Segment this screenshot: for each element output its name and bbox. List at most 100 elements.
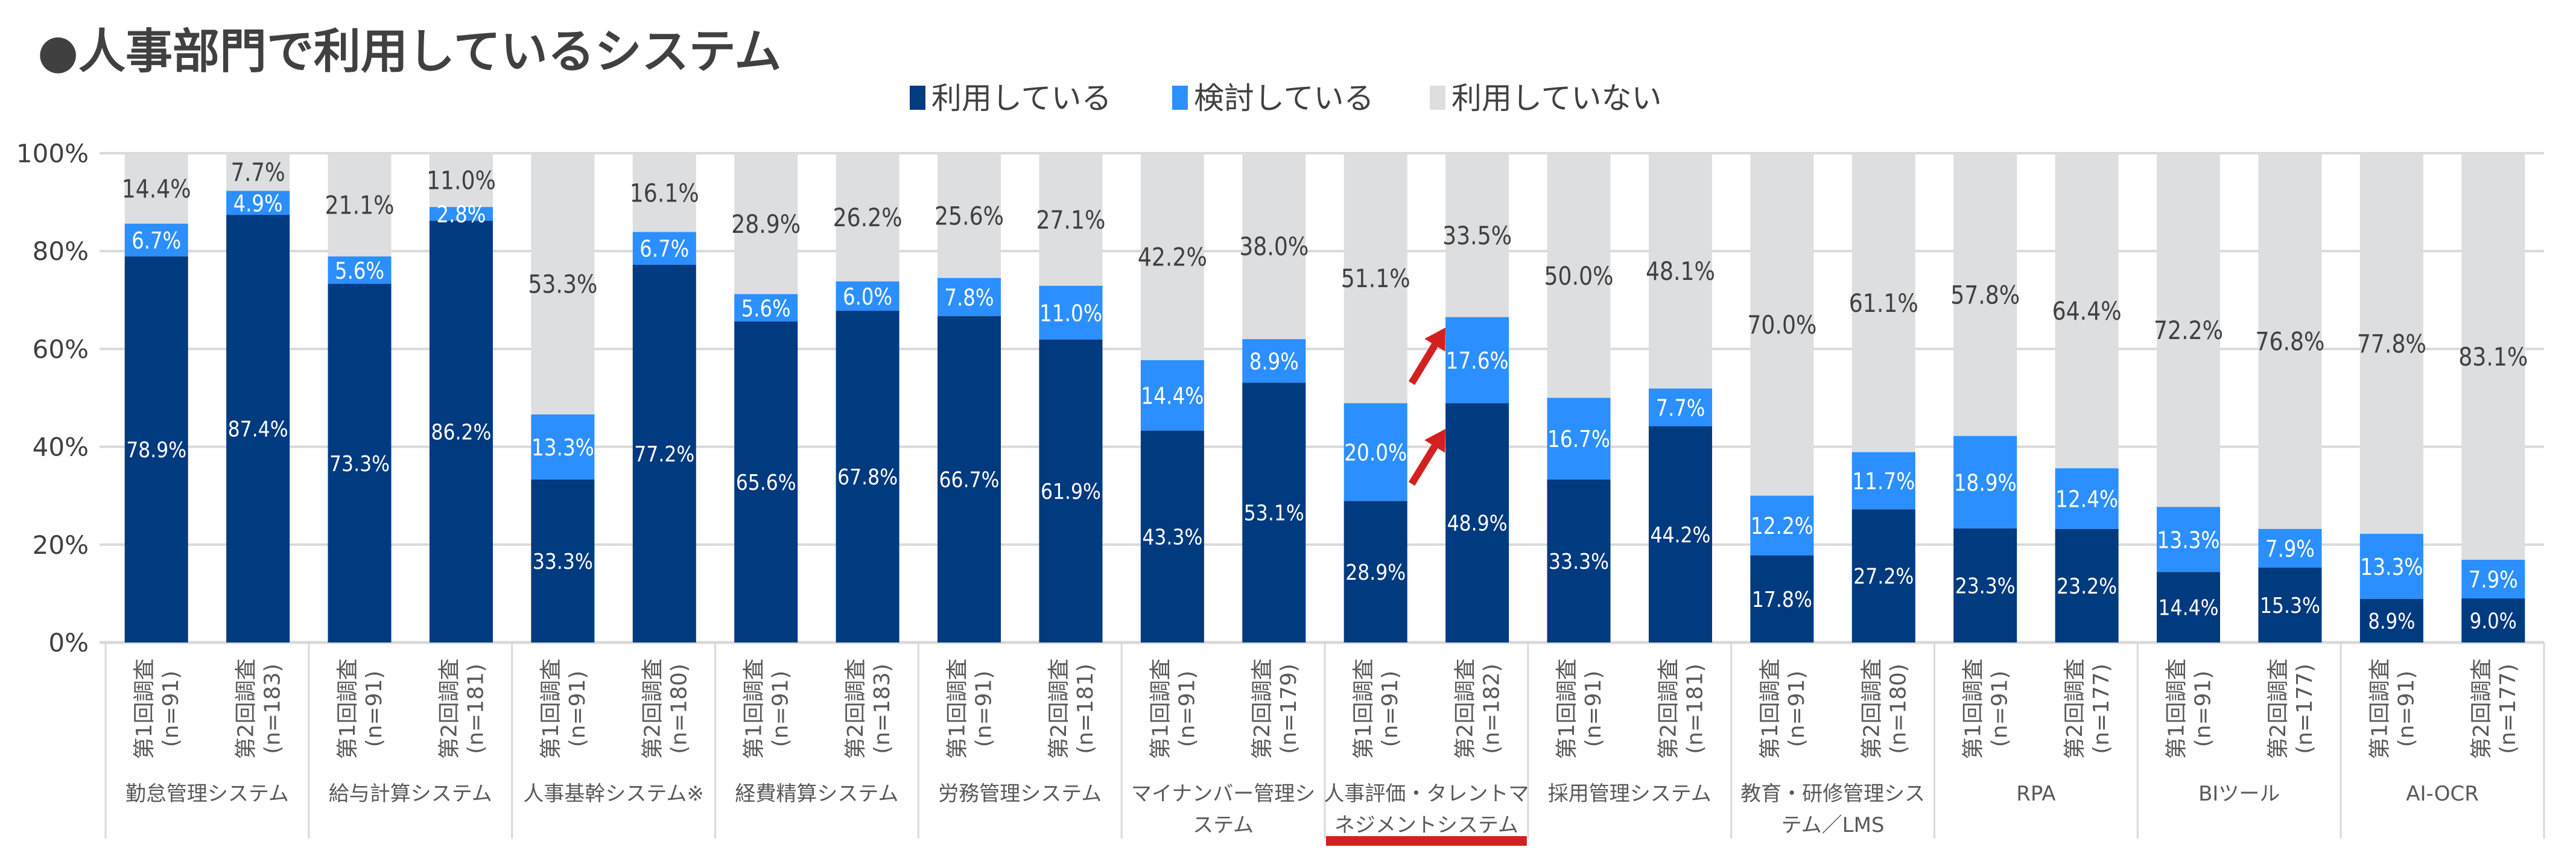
x-survey-label: 第2回調査	[1453, 659, 1478, 760]
bar-considering	[2157, 507, 2221, 572]
data-label-not-using: 64.4%	[2052, 296, 2122, 326]
x-sample-size-label: (n=91)	[1581, 671, 1606, 747]
x-survey-label: 第1回調査	[1555, 659, 1579, 760]
x-survey-label: 第1回調査	[2367, 659, 2392, 760]
x-survey-label: 第1回調査	[539, 659, 563, 760]
annotations	[1326, 328, 1527, 846]
data-label-not-using: 76.8%	[2255, 326, 2324, 356]
bar-using	[734, 321, 798, 642]
bar-considering	[632, 232, 696, 265]
data-label-not-using: 16.1%	[630, 178, 699, 208]
data-label-considering: 11.0%	[1039, 300, 1102, 326]
bar-using	[531, 479, 595, 642]
data-label-considering: 13.3%	[2157, 527, 2220, 553]
data-label-not-using: 42.2%	[1138, 243, 1207, 272]
bar-using	[1039, 339, 1103, 642]
data-label-considering: 8.9%	[1249, 348, 1299, 375]
bar-considering	[328, 256, 392, 284]
bar-using	[124, 256, 188, 643]
x-survey-label: 第1回調査	[945, 659, 970, 760]
x-category-label: 採用管理システム	[1548, 782, 1712, 806]
x-sample-size-label: (n=182)	[1480, 664, 1505, 754]
bar-using	[1242, 382, 1306, 642]
data-label-using: 44.2%	[1650, 523, 1710, 548]
x-axis: 第1回調査 (n=91) 第2回調査 (n=183) 第1回調査 (n=91) 第2回調査(…	[104, 642, 2545, 839]
data-label-not-using: 61.1%	[1849, 288, 1918, 318]
data-label-using: 27.2%	[1853, 565, 1914, 589]
x-category-label: BIツール	[2198, 782, 2280, 806]
x-sample-size-label: (n=91)	[565, 671, 590, 747]
bar-using	[632, 264, 696, 643]
data-label-considering: 17.6%	[1446, 347, 1509, 374]
x-survey-label: 第1回調査	[1148, 659, 1173, 760]
bar-using	[2258, 567, 2322, 642]
data-label-considering: 13.3%	[2360, 554, 2423, 580]
bar-considering	[836, 281, 899, 311]
x-category-label: テム／LMS	[1781, 813, 1885, 837]
data-label-not-using: 53.3%	[528, 270, 597, 299]
x-sample-size-label: (n=91)	[362, 671, 387, 747]
bar-considering	[1953, 436, 2017, 529]
bar-considering	[2359, 533, 2423, 599]
data-label-not-using: 27.1%	[1036, 205, 1105, 235]
legend: 利用している 検討している 利用していない	[910, 81, 1662, 116]
data-label-not-using: 77.8%	[2357, 329, 2426, 358]
data-label-considering: 12.4%	[2055, 486, 2118, 513]
bar-using	[328, 284, 392, 642]
legend-label: 検討している	[1194, 81, 1374, 116]
y-axis: 0% 20% 40% 60% 80% 100%	[16, 139, 89, 658]
data-label-considering: 7.9%	[2265, 536, 2315, 562]
x-sample-size-label: (n=177)	[2089, 664, 2114, 754]
x-category-label: 経費精算システム	[735, 782, 898, 806]
data-label-considering: 4.9%	[233, 190, 283, 217]
x-category-label: RPA	[2016, 782, 2055, 806]
bar-considering	[1547, 398, 1611, 480]
data-label-not-using: 70.0%	[1747, 310, 1816, 340]
data-label-using: 9.0%	[2470, 609, 2517, 634]
x-category-label: 人事評価・タレントマ	[1324, 782, 1529, 806]
x-category-label: 労務管理システム	[938, 782, 1102, 806]
data-label-not-using: 83.1%	[2458, 342, 2528, 372]
bar-considering	[1140, 360, 1204, 431]
x-category-label: ステム	[1193, 813, 1254, 837]
x-sample-size-label: (n=91)	[2394, 671, 2419, 747]
x-survey-label: 第1回調査	[1758, 659, 1783, 760]
bar-using	[2461, 598, 2525, 642]
data-label-not-using: 33.5%	[1442, 221, 1512, 250]
data-label-considering: 5.6%	[741, 295, 791, 322]
data-label-using: 28.9%	[1345, 560, 1406, 585]
data-label-not-using: 26.2%	[833, 203, 903, 232]
x-survey-label: 第1回調査	[742, 659, 767, 760]
bar-using	[1648, 426, 1712, 642]
data-label-using: 66.7%	[939, 468, 1000, 493]
x-sample-size-label: (n=91)	[159, 671, 183, 747]
bar-considering	[1851, 452, 1915, 510]
data-label-using: 86.2%	[431, 420, 491, 445]
bar-considering	[2055, 468, 2119, 529]
x-sample-size-label: (n=181)	[1683, 664, 1707, 754]
x-sample-size-label: (n=91)	[1378, 671, 1403, 747]
bar-using	[1750, 555, 1814, 642]
bar-considering	[531, 414, 595, 480]
x-sample-size-label: (n=91)	[1784, 671, 1809, 747]
legend-swatch	[910, 86, 925, 110]
data-label-using: 65.6%	[736, 471, 796, 495]
data-label-considering: 13.3%	[531, 434, 594, 461]
x-sample-size-label: (n=91)	[1988, 671, 2013, 747]
x-category-label: AI-OCR	[2406, 782, 2479, 806]
x-survey-label: 第2回調査	[2063, 659, 2087, 760]
x-survey-label: 第2回調査	[234, 659, 259, 760]
x-survey-label: 第2回調査	[1656, 659, 1681, 760]
x-survey-label: 第1回調査	[335, 659, 360, 760]
data-label-using: 48.9%	[1447, 512, 1508, 536]
x-survey-label: 第2回調査	[2266, 659, 2291, 760]
bar-considering	[1344, 403, 1407, 501]
bar-considering	[2258, 528, 2322, 568]
bar-using	[429, 220, 493, 643]
bar-considering	[1039, 285, 1103, 340]
x-sample-size-label: (n=180)	[1886, 664, 1911, 754]
data-label-considering: 16.7%	[1547, 426, 1610, 452]
data-label-considering: 11.7%	[1852, 468, 1915, 495]
bar-considering	[1445, 317, 1509, 404]
